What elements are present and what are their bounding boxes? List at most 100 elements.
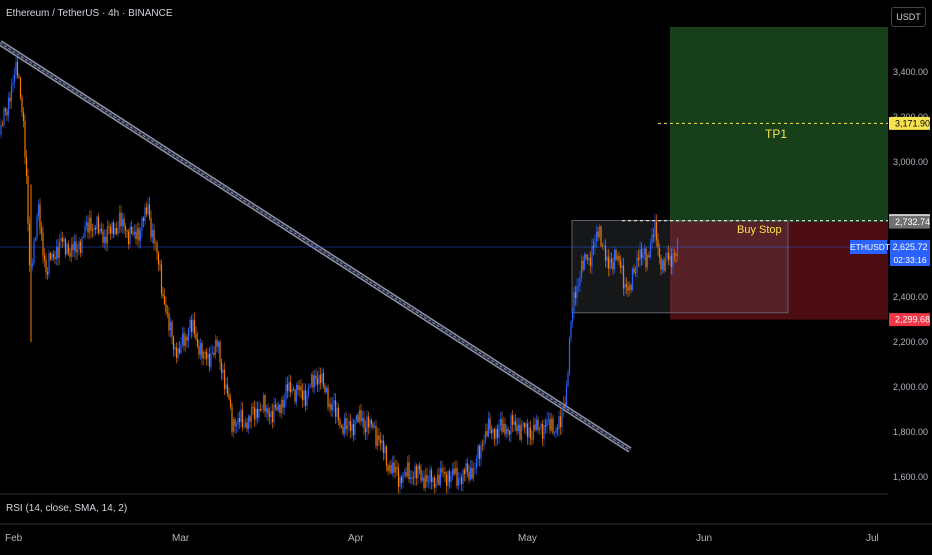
candle-body — [607, 256, 610, 269]
y-axis-panel[interactable] — [888, 0, 932, 550]
candle-body — [322, 372, 325, 386]
candle-body — [516, 425, 518, 432]
candle-body — [562, 403, 565, 412]
candle-body — [475, 458, 478, 469]
candle-body — [507, 428, 509, 432]
candle-body — [25, 157, 28, 177]
candle-body — [411, 477, 413, 479]
profit-zone[interactable] — [670, 27, 888, 223]
candle-body — [360, 410, 362, 422]
candle-body — [519, 424, 521, 440]
candle-body — [354, 420, 356, 436]
candle-body — [376, 435, 379, 447]
candle-body — [213, 352, 215, 356]
candle-body — [90, 217, 92, 231]
candle-body — [49, 253, 52, 260]
candle-body — [85, 222, 88, 226]
candle-body — [469, 467, 472, 480]
candle-body — [82, 236, 85, 238]
candle-body — [186, 336, 188, 341]
candle-body — [456, 467, 458, 486]
candle-body — [522, 423, 524, 426]
candle-body — [22, 112, 25, 122]
candle-body — [493, 429, 496, 439]
candle-body — [163, 296, 166, 305]
candle-body — [141, 217, 143, 231]
candle-body — [583, 254, 586, 270]
candle-body — [663, 260, 665, 271]
candle-body — [391, 462, 394, 474]
candle-body — [414, 466, 416, 479]
candle-body — [664, 258, 667, 271]
candle-body — [1, 124, 4, 126]
candle-body — [268, 413, 271, 417]
candle-body — [348, 421, 350, 426]
candle-body — [567, 373, 569, 387]
candle-body — [7, 97, 10, 116]
currency-button[interactable]: USDT — [891, 7, 926, 27]
candle-body — [373, 426, 376, 428]
candle-body — [597, 231, 599, 237]
candle-body — [499, 419, 502, 426]
candle-body — [313, 375, 316, 388]
candle-body — [129, 226, 131, 245]
candle-body — [412, 477, 415, 479]
candle-body — [423, 477, 425, 489]
candle-body — [598, 226, 601, 237]
candle-body — [396, 467, 398, 469]
candle-body — [649, 244, 652, 257]
candle-body — [660, 257, 662, 270]
candle-body — [294, 389, 296, 402]
candle-body — [604, 245, 607, 261]
candle-body — [418, 465, 421, 470]
candle-body — [589, 257, 592, 267]
candle-body — [619, 261, 622, 268]
candle-body — [472, 468, 475, 479]
candle-body — [439, 468, 442, 485]
candle-body — [325, 387, 328, 393]
candle-body — [651, 235, 653, 245]
current-price-tag[interactable]: ETHUSDT 2,625.72 02:33:16 — [850, 240, 930, 266]
candle-body — [628, 285, 631, 291]
candle-body — [657, 239, 659, 249]
candle-body — [520, 425, 523, 440]
candle-body — [114, 227, 116, 235]
candle-body — [318, 374, 320, 385]
candle-body — [57, 246, 59, 258]
candle-body — [121, 218, 124, 227]
x-tick-label: Jun — [696, 533, 712, 544]
x-tick-label: Mar — [172, 533, 190, 544]
candle-body — [277, 404, 280, 411]
candle-body — [172, 336, 175, 350]
candle-body — [102, 231, 104, 243]
candle-body — [145, 207, 148, 215]
candle-body — [27, 176, 29, 224]
candle-body — [508, 431, 511, 435]
price-tag[interactable]: 2,732.74 — [889, 215, 930, 229]
price-tag[interactable]: 3,171.90 — [889, 116, 930, 130]
candle-body — [405, 472, 407, 477]
candle-body — [64, 239, 67, 255]
candle-body — [465, 463, 467, 475]
candle-body — [424, 474, 427, 489]
candle-body — [547, 419, 550, 421]
candle-body — [151, 229, 154, 238]
candle-body — [67, 244, 70, 254]
candle-body — [177, 348, 179, 358]
price-tag[interactable]: 2,299.68 — [889, 313, 930, 327]
candle-body — [582, 260, 584, 270]
candle-body — [267, 408, 269, 414]
loss-zone[interactable] — [670, 222, 888, 320]
candle-body — [271, 411, 274, 423]
candle-body — [88, 217, 91, 233]
candle-body — [580, 260, 583, 278]
candle-body — [225, 384, 227, 389]
candle-body — [181, 333, 184, 345]
candle-body — [174, 347, 176, 350]
candle-body — [189, 319, 191, 329]
candle-body — [633, 268, 635, 273]
candle-body — [346, 425, 349, 430]
candle-body — [243, 426, 245, 428]
